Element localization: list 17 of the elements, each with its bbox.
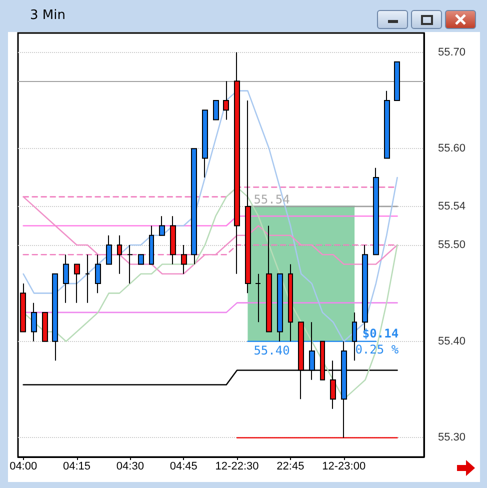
x-tick-label: 04:45 (170, 460, 198, 472)
y-tick-label: 55.40 (438, 335, 466, 348)
x-tick-label: 04:30 (116, 460, 144, 472)
y-tick-label: 55.30 (438, 432, 466, 444)
x-tick-label: 12-23:00 (322, 460, 366, 472)
y-tick-label: 55.54 (438, 200, 466, 212)
annotation: 55.40 (254, 343, 290, 358)
y-tick-label: 55.60 (438, 142, 466, 155)
chart-title: 3 Min (30, 8, 66, 23)
x-tick-label: 04:00 (10, 460, 38, 472)
annotation: 0.25 % (355, 342, 400, 356)
x-tick-label: 12-22:30 (215, 460, 259, 472)
x-tick-label: 22:45 (276, 460, 304, 472)
y-tick-label: 55.70 (438, 46, 466, 58)
x-tick-label: 04:15 (63, 460, 91, 472)
annotation: $0.14 (362, 326, 399, 340)
y-tick-label: 55.50 (438, 239, 466, 251)
